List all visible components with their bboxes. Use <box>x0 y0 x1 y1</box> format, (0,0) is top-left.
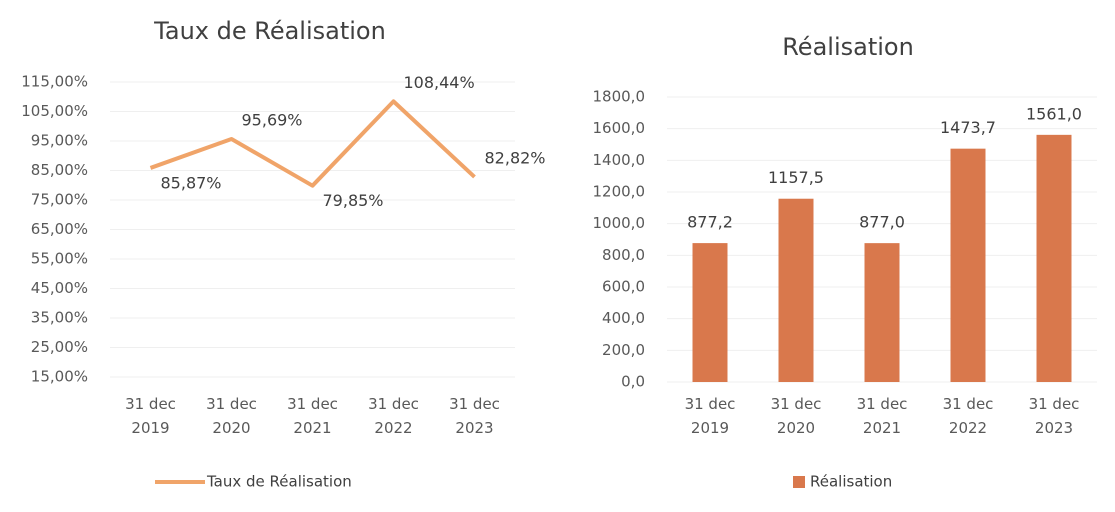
y-tick-label: 45,00% <box>31 279 88 297</box>
x-tick-label: 31 dec 2023 <box>449 395 500 437</box>
x-tick-label: 31 dec 2021 <box>856 395 908 437</box>
y-tick-label: 95,00% <box>31 132 88 150</box>
x-tick-label: 31 dec 2023 <box>1028 395 1080 437</box>
y-tick-label: 1600,0 <box>593 119 646 137</box>
bar <box>864 243 900 382</box>
y-tick-label: 1400,0 <box>593 151 646 169</box>
y-tick-label: 1800,0 <box>593 88 646 106</box>
bar <box>778 198 814 382</box>
x-tick-label: 31 dec 2022 <box>368 395 419 437</box>
data-label: 79,85% <box>323 191 384 210</box>
data-label: 82,82% <box>485 148 546 167</box>
x-tick-label: 31 dec 2019 <box>684 395 736 437</box>
x-tick-label-box: 31 dec 2019 <box>125 395 176 437</box>
x-tick-label: 31 dec 2020 <box>206 395 257 437</box>
data-label: 1157,5 <box>768 168 824 187</box>
x-tick-label-box: 31 dec 2020 <box>770 395 822 437</box>
x-tick-label-box: 31 dec 2020 <box>206 395 257 437</box>
x-tick-label: 31 dec 2021 <box>287 395 338 437</box>
y-tick-label: 1000,0 <box>593 214 646 232</box>
y-tick-label: 600,0 <box>602 278 645 296</box>
data-label: 1473,7 <box>940 118 996 137</box>
x-tick-label: 31 dec 2020 <box>770 395 822 437</box>
y-tick-label: 1200,0 <box>593 183 646 201</box>
data-label: 1561,0 <box>1026 104 1082 123</box>
y-tick-label: 85,00% <box>31 161 88 179</box>
x-tick-label-box: 31 dec 2019 <box>684 395 736 437</box>
data-label: 877,0 <box>859 213 905 232</box>
y-tick-label: 200,0 <box>602 341 645 359</box>
x-tick-label-box: 31 dec 2021 <box>287 395 338 437</box>
legend-swatch <box>793 476 805 488</box>
y-tick-label: 65,00% <box>31 220 88 238</box>
x-tick-label: 31 dec 2019 <box>125 395 176 437</box>
line <box>149 99 476 188</box>
y-tick-label: 15,00% <box>31 368 88 386</box>
y-tick-label: 35,00% <box>31 309 88 327</box>
y-tick-label: 75,00% <box>31 191 88 209</box>
x-tick-label: 31 dec 2022 <box>942 395 994 437</box>
legend-label: Réalisation <box>810 473 892 491</box>
data-label: 85,87% <box>161 173 222 192</box>
bar <box>950 148 986 382</box>
legend-label: Taux de Réalisation <box>206 473 352 491</box>
data-label: 108,44% <box>404 73 475 92</box>
y-tick-label: 800,0 <box>602 246 645 264</box>
data-label: 95,69% <box>242 110 303 129</box>
bar <box>692 243 728 382</box>
bar <box>1036 134 1072 382</box>
x-tick-label-box: 31 dec 2021 <box>856 395 908 437</box>
y-tick-label: 55,00% <box>31 250 88 268</box>
x-tick-label-box: 31 dec 2023 <box>449 395 500 437</box>
y-tick-label: 115,00% <box>21 73 88 91</box>
x-tick-label-box: 31 dec 2022 <box>942 395 994 437</box>
chart-title: Taux de Réalisation <box>153 17 386 45</box>
y-tick-label: 400,0 <box>602 309 645 327</box>
y-tick-label: 0,0 <box>621 373 645 391</box>
y-tick-label: 25,00% <box>31 338 88 356</box>
x-tick-label-box: 31 dec 2023 <box>1028 395 1080 437</box>
chart-title: Réalisation <box>782 33 914 61</box>
x-tick-label-box: 31 dec 2022 <box>368 395 419 437</box>
data-label: 877,2 <box>687 213 733 232</box>
y-tick-label: 105,00% <box>21 102 88 120</box>
